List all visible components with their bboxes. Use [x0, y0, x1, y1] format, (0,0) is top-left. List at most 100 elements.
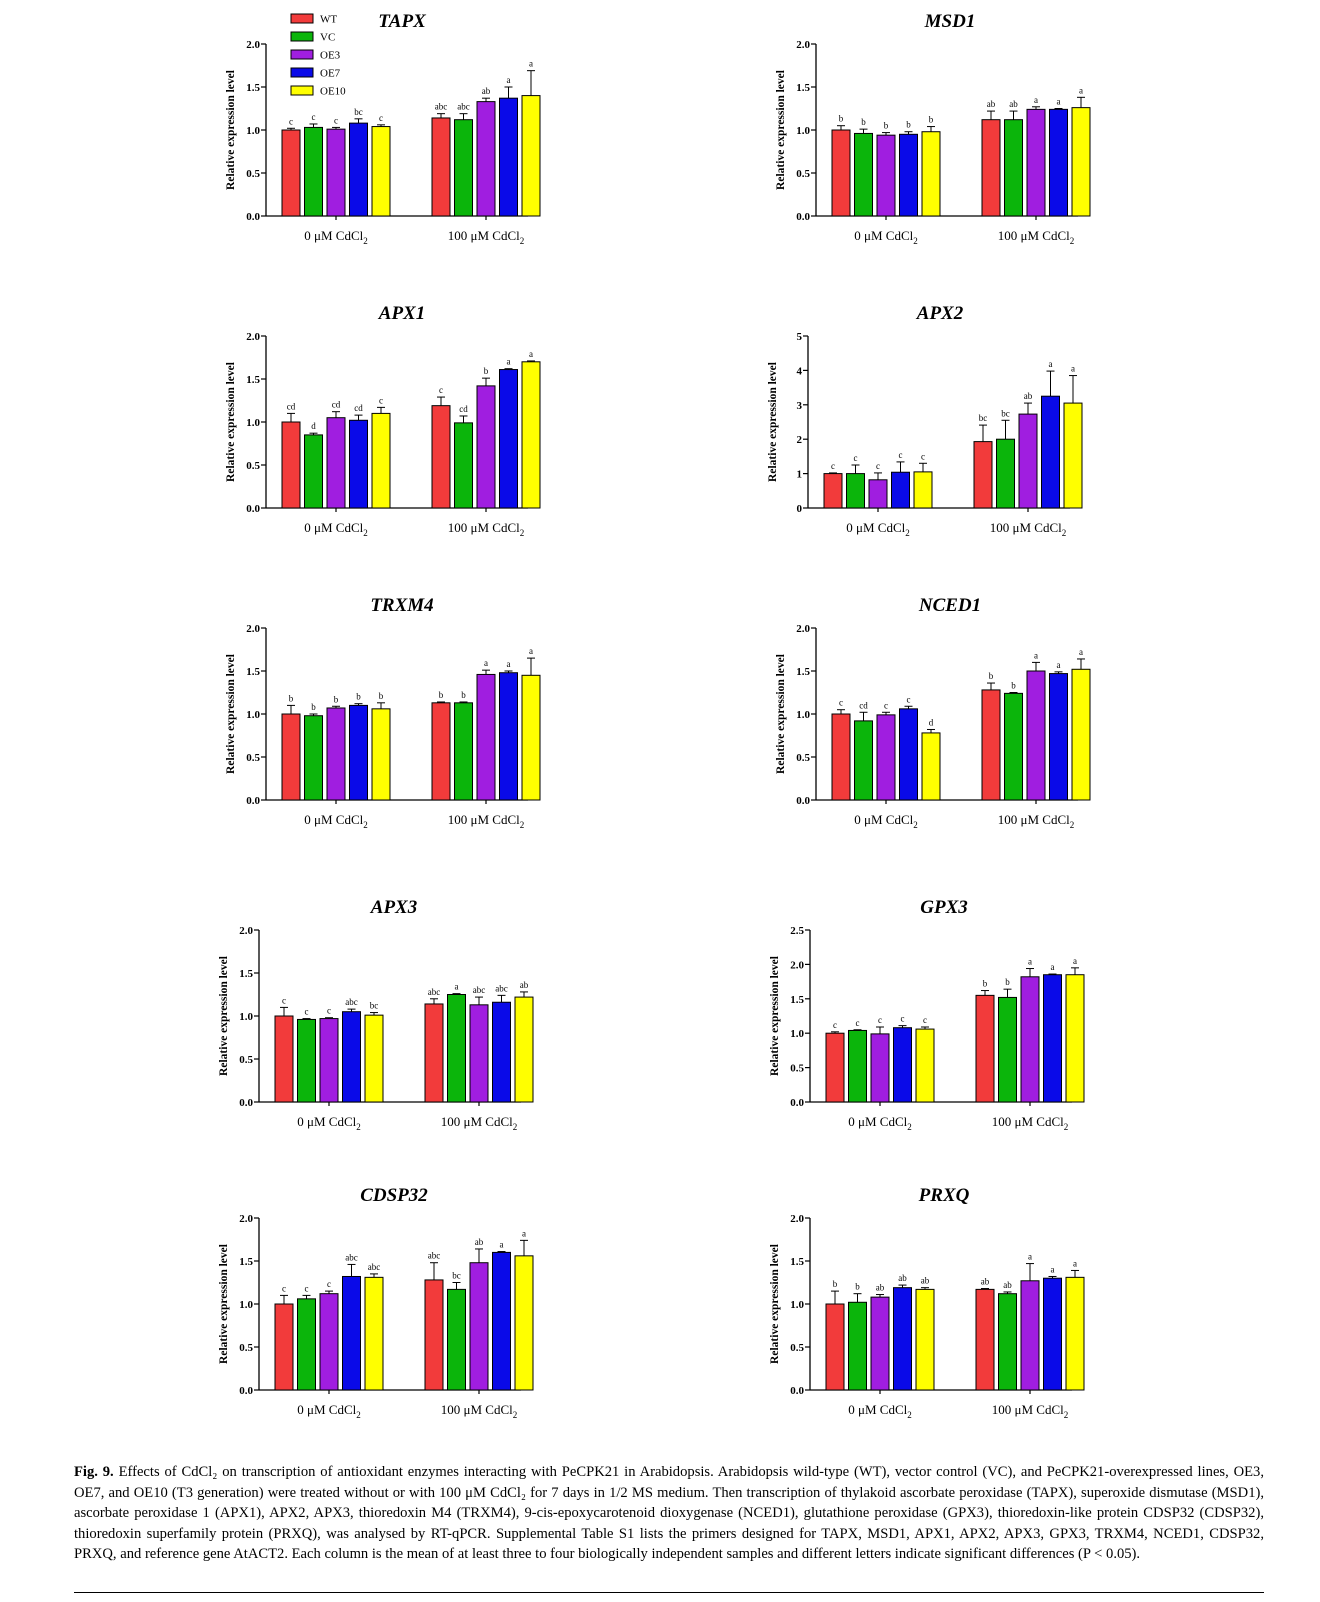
x-category-label: 100 μM CdCl2 — [441, 1402, 517, 1420]
bar-vc — [454, 422, 473, 509]
significance-letter: b — [989, 671, 994, 681]
significance-letter: a — [1079, 647, 1083, 657]
significance-letter: a — [1057, 660, 1061, 670]
bar-oe10 — [521, 674, 541, 801]
y-tick-label: 0.5 — [796, 168, 810, 180]
bar-oe10 — [1065, 974, 1085, 1103]
bar-vc — [996, 438, 1015, 509]
bar-oe3 — [1020, 976, 1040, 1103]
y-tick-label: 1.0 — [246, 125, 260, 137]
significance-letter: c — [305, 1283, 309, 1293]
significance-letter: a — [455, 982, 459, 992]
significance-letter: b — [484, 366, 489, 376]
significance-letter: c — [439, 385, 443, 395]
chart-panel-apx1: APX1 0.0 0.5 1.0 1.5 2.0 Relative expression l… — [225, 303, 541, 538]
chart-panel-gpx3: GPX3 0.0 0.5 1.0 1.5 2.0 2.5 Relative expressio… — [769, 897, 1085, 1132]
bar-oe3 — [870, 1033, 890, 1103]
significance-letter: c — [327, 1279, 331, 1289]
y-tick-label: 5 — [797, 331, 803, 343]
y-tick-label: 0.0 — [239, 1385, 253, 1397]
y-tick-label: 0.0 — [796, 795, 810, 807]
significance-letter: b — [1011, 681, 1016, 691]
y-axis-label: Relative expression level — [225, 70, 237, 190]
significance-letter: b — [983, 979, 988, 989]
bar-wt — [424, 1003, 444, 1103]
y-tick-label: 1.5 — [796, 666, 810, 678]
bar-oe3 — [319, 1293, 339, 1391]
significance-letter: c — [327, 1006, 331, 1016]
chart-title: APX2 — [916, 303, 964, 324]
significance-letter: a — [1034, 95, 1038, 105]
significance-letter: abc — [435, 102, 448, 112]
significance-letter: c — [334, 115, 338, 125]
bar-vc — [1004, 692, 1023, 801]
significance-letter: a — [507, 659, 511, 669]
bar-vc — [854, 132, 873, 217]
legend-entry-wt: WT — [320, 14, 337, 26]
chart-title: PRXQ — [918, 1185, 970, 1206]
y-tick-label: 1.5 — [246, 374, 260, 386]
x-category-label: 0 μM CdCl2 — [854, 812, 917, 830]
y-tick-label: 4 — [797, 365, 803, 377]
bar-oe7 — [349, 704, 368, 801]
significance-letter: ab — [898, 1273, 907, 1283]
y-axis-label: Relative expression level — [775, 654, 787, 774]
bar-oe7 — [499, 97, 518, 217]
significance-letter: ab — [1003, 1280, 1012, 1290]
bar-vc — [304, 434, 323, 509]
bar-oe7 — [1043, 974, 1062, 1103]
bar-oe10 — [364, 1276, 384, 1391]
bar-wt — [981, 119, 1001, 217]
bar-wt — [975, 1288, 995, 1391]
significance-letter: a — [500, 1240, 504, 1250]
bar-wt — [825, 1303, 845, 1391]
chart-panel-cdsp32: CDSP32 0.0 0.5 1.0 1.5 2.0 Relative expression… — [218, 1185, 534, 1420]
bar-oe10 — [915, 1288, 935, 1391]
bar-wt — [281, 421, 301, 509]
bar-vc — [304, 126, 323, 217]
significance-letter: b — [929, 115, 934, 125]
bar-vc — [304, 715, 323, 801]
significance-letter: b — [311, 702, 316, 712]
legend-entry-oe10: OE10 — [320, 86, 346, 98]
significance-letter: bc — [370, 1001, 379, 1011]
bar-wt — [431, 702, 451, 801]
bar-oe7 — [499, 369, 518, 509]
significance-letter: bc — [354, 107, 363, 117]
significance-letter: b — [356, 692, 361, 702]
y-tick-label: 0.0 — [246, 795, 260, 807]
bar-vc — [447, 1288, 466, 1391]
significance-letter: bc — [452, 1271, 461, 1281]
significance-letter: d — [929, 717, 934, 727]
significance-letter: b — [461, 690, 466, 700]
bar-oe7 — [492, 1001, 511, 1103]
legend-entry-oe7: OE7 — [320, 68, 341, 80]
significance-letter: cd — [859, 700, 868, 710]
significance-letter: c — [282, 995, 286, 1005]
chart-title: TAPX — [378, 11, 427, 32]
bar-oe10 — [1063, 402, 1083, 509]
y-tick-label: 1.0 — [246, 417, 260, 429]
bar-oe7 — [1049, 108, 1068, 217]
chart-panel-apx2: APX2 0 1 2 3 4 5 Relative expression level 0 μM … — [767, 303, 1083, 538]
bar-wt — [431, 405, 451, 509]
bar-vc — [447, 994, 466, 1103]
significance-letter: cd — [459, 404, 468, 414]
significance-letter: c — [878, 1015, 882, 1025]
bar-vc — [454, 702, 473, 801]
significance-letter: c — [379, 113, 383, 123]
significance-letter: b — [884, 121, 889, 131]
y-tick-label: 2 — [797, 434, 803, 446]
bar-oe3 — [326, 707, 346, 801]
bar-oe10 — [514, 996, 534, 1103]
significance-letter: a — [1073, 956, 1077, 966]
significance-letter: abc — [345, 1252, 358, 1262]
bar-oe3 — [876, 134, 896, 217]
bar-oe7 — [891, 471, 910, 509]
significance-letter: ab — [921, 1276, 930, 1286]
bar-vc — [297, 1018, 316, 1103]
bar-wt — [424, 1279, 444, 1391]
y-tick-label: 0.0 — [246, 211, 260, 223]
significance-letter: ab — [876, 1283, 885, 1293]
y-tick-label: 0.0 — [796, 211, 810, 223]
